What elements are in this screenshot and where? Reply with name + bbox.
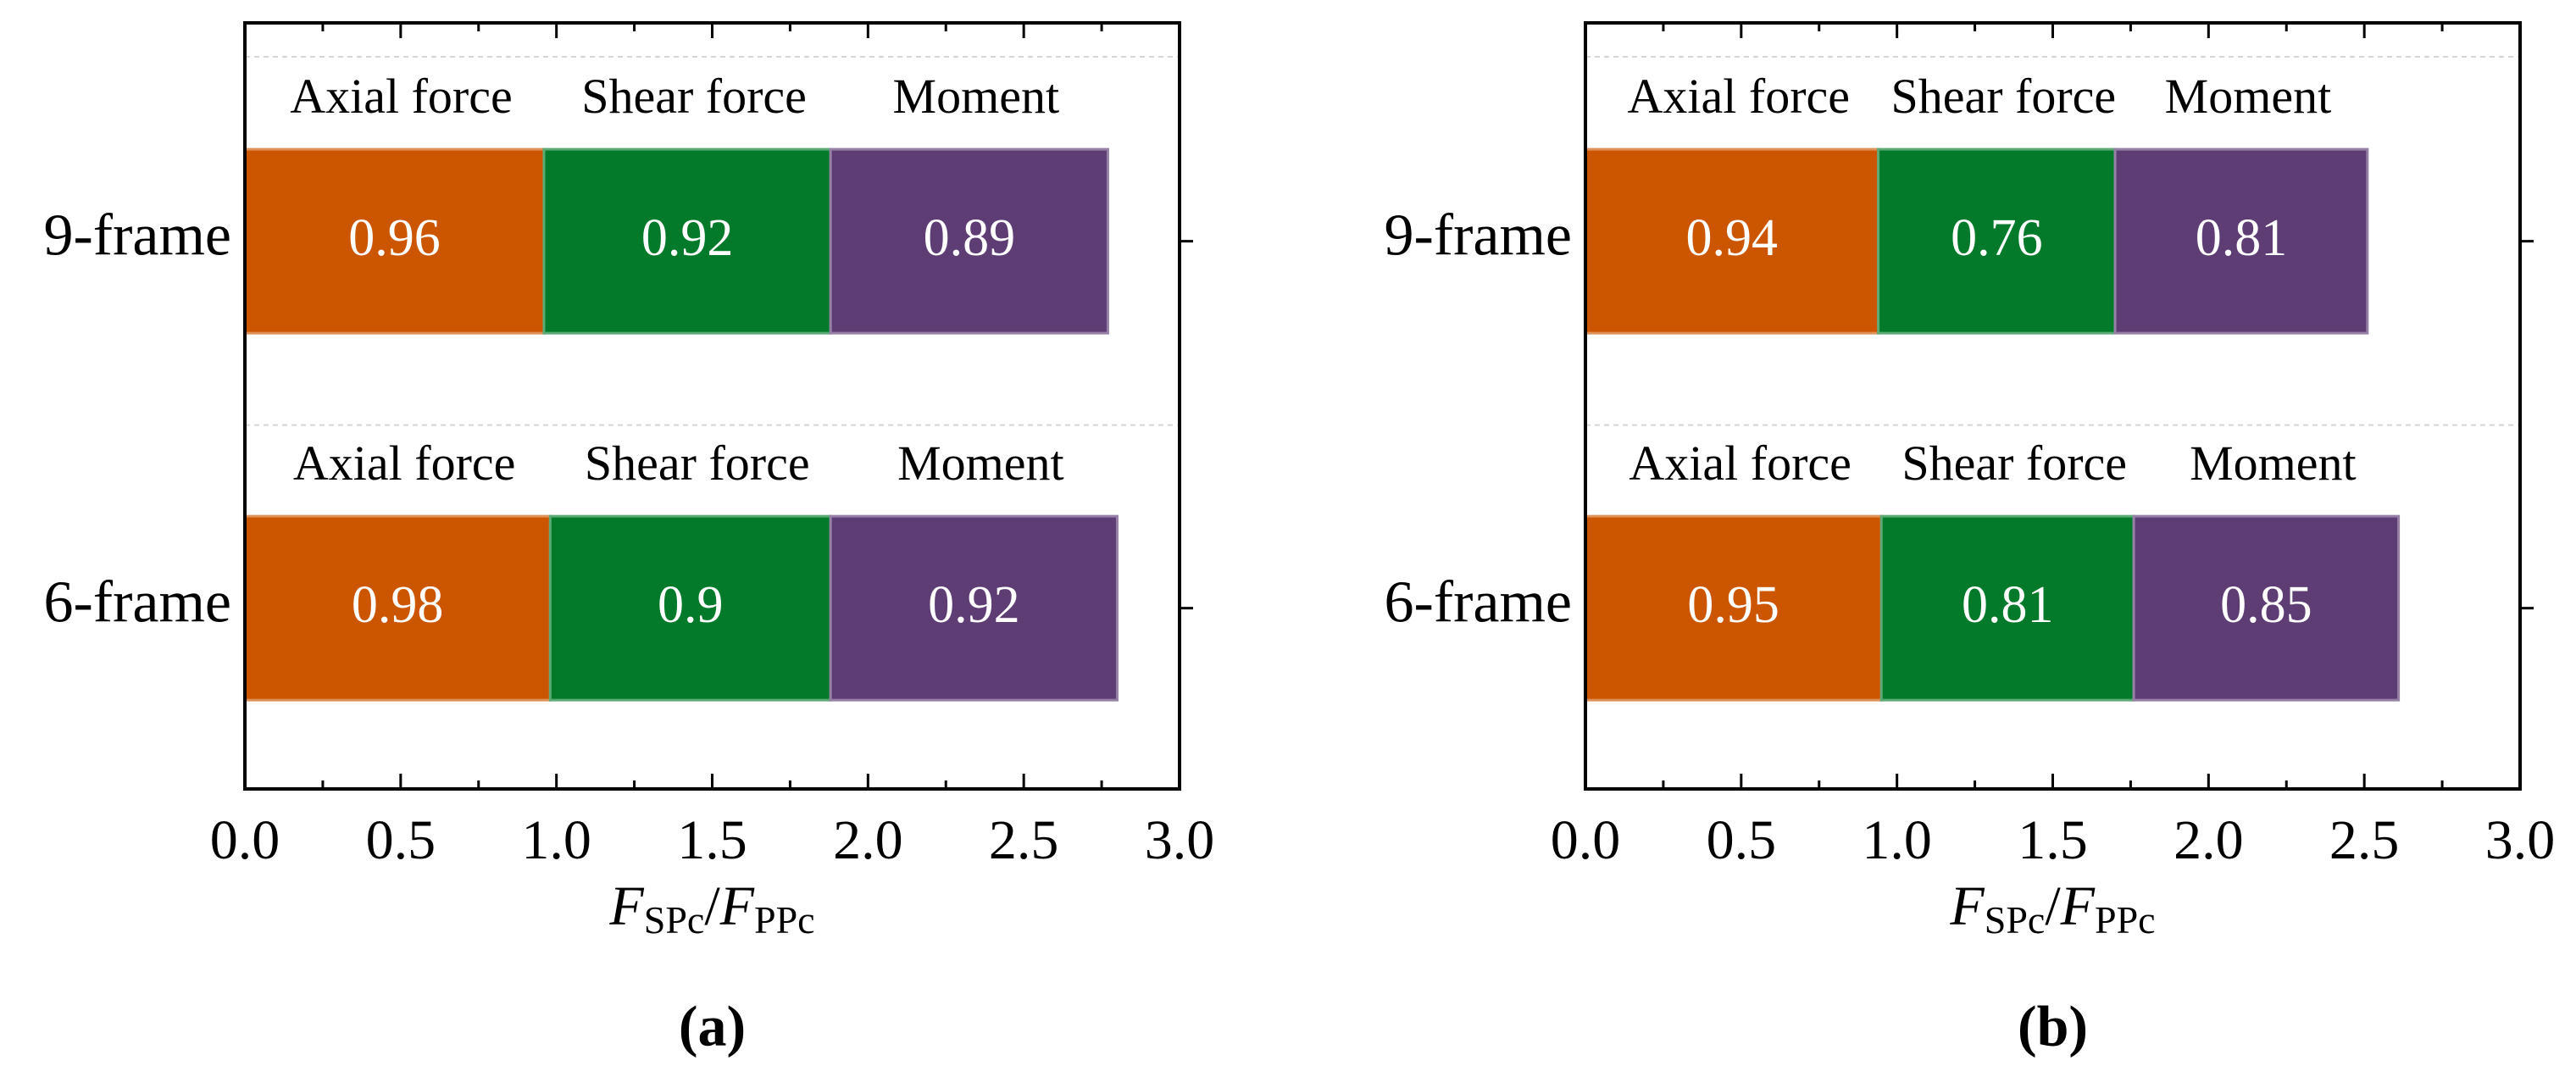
data-label: 0.76: [1951, 209, 2043, 267]
data-label: 0.95: [1687, 576, 1779, 634]
x-axis-label-part: F: [719, 875, 755, 937]
x-axis-label: FSPc/FPPc: [608, 875, 814, 941]
x-axis-label-part: F: [1949, 875, 1985, 937]
bar-segment: [542, 147, 832, 335]
x-tick-label: 2.0: [2174, 809, 2244, 871]
data-label: 0.81: [2196, 209, 2288, 267]
x-tick-label: 3.0: [1145, 809, 1215, 871]
x-axis-label-part: PPc: [2095, 898, 2156, 941]
segment-label: Shear force: [585, 436, 810, 491]
y-tick-label: 9-frame: [43, 203, 231, 269]
x-tick-label: 0.0: [1551, 809, 1621, 871]
x-axis-label-part: SPc: [644, 898, 705, 941]
x-axis-label-part: SPc: [1985, 898, 2046, 941]
data-label: 0.92: [641, 209, 734, 267]
segment-label: Axial force: [293, 436, 515, 491]
x-axis-label-part: F: [2060, 875, 2096, 937]
x-tick-label: 1.5: [677, 809, 747, 871]
segment-label: Axial force: [290, 69, 512, 124]
segment-label: Axial force: [1628, 69, 1850, 124]
x-tick-label: 1.0: [1862, 809, 1932, 871]
bar-segment: [1584, 514, 1883, 702]
bar-segment: [1877, 147, 2117, 335]
bar-segment: [829, 147, 1109, 335]
x-tick-label: 2.5: [2329, 809, 2400, 871]
x-tick-label: 2.0: [833, 809, 903, 871]
chart-panel: 9-frame 0.94 Axial force 0.76 Shear force 0.8…: [1384, 21, 2556, 1058]
y-tick-label: 6-frame: [1384, 570, 1572, 636]
segment-label: Shear force: [1901, 436, 2127, 491]
data-label: 0.98: [352, 576, 444, 634]
bar-segment: [1584, 147, 1880, 335]
bar-segment: [1879, 514, 2135, 702]
x-tick-label: 3.0: [2485, 809, 2556, 871]
segment-label: Moment: [2165, 69, 2332, 124]
x-axis-label-part: /: [2045, 875, 2061, 937]
panel-label: (a): [679, 994, 746, 1058]
bar-segment: [2132, 514, 2401, 702]
segment-label: Moment: [897, 436, 1064, 491]
data-label: 0.94: [1686, 209, 1779, 267]
segment-label: Shear force: [581, 69, 807, 124]
x-axis-label-part: PPc: [754, 898, 815, 941]
chart-panel: 9-frame 0.96 Axial force 0.92 Shear force 0.8…: [43, 21, 1215, 1058]
data-label: 0.9: [658, 576, 724, 634]
y-tick-label: 6-frame: [43, 570, 231, 636]
x-tick-label: 1.0: [521, 809, 591, 871]
data-label: 0.85: [2220, 576, 2312, 634]
x-axis-label: FSPc/FPPc: [1949, 875, 2155, 941]
x-tick-label: 2.5: [989, 809, 1059, 871]
data-label: 0.96: [348, 209, 441, 267]
x-tick-label: 0.5: [1707, 809, 1777, 871]
x-tick-label: 0.5: [366, 809, 436, 871]
segment-label: Moment: [2190, 436, 2357, 491]
data-label: 0.92: [928, 576, 1020, 634]
panel-label: (b): [2018, 994, 2088, 1058]
data-label: 0.89: [924, 209, 1016, 267]
bar-segment: [243, 514, 552, 702]
x-axis-label-part: /: [704, 875, 720, 937]
bar-segment: [829, 514, 1119, 702]
data-label: 0.81: [1962, 576, 2054, 634]
y-tick-label: 9-frame: [1384, 203, 1572, 269]
segment-label: Shear force: [1890, 69, 2116, 124]
segment-label: Moment: [893, 69, 1060, 124]
bar-segment: [548, 514, 832, 702]
x-tick-label: 1.5: [2018, 809, 2088, 871]
x-tick-label: 0.0: [210, 809, 280, 871]
segment-label: Axial force: [1629, 436, 1851, 491]
x-axis-label-part: F: [608, 875, 644, 937]
bar-segment: [2113, 147, 2369, 335]
